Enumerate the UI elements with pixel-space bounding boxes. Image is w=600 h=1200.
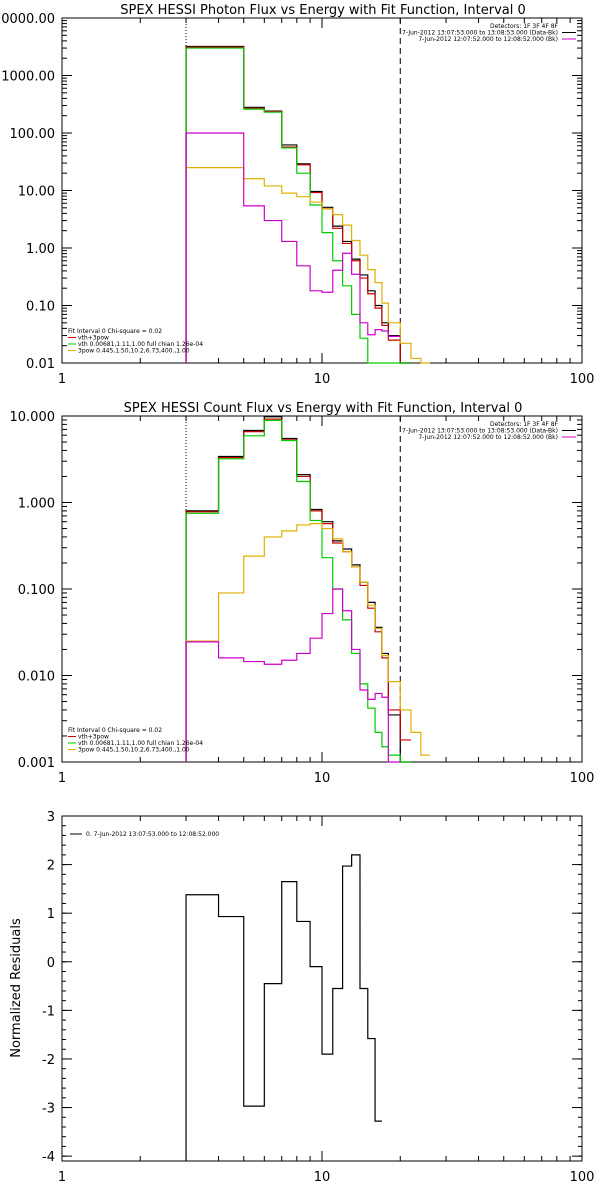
- photon-flux-reference-lines: [185, 18, 401, 363]
- photon-flux-legend-entry: 3pow 0.445,1.50,10.2,6.73,400.,1.00: [78, 348, 190, 355]
- count-flux-legend-entry: Detectors: 1F 3F 4F 8F: [490, 421, 559, 428]
- count-flux-y-tick-label: 1.000: [18, 497, 55, 512]
- count-flux-series-3pow: [185, 523, 430, 762]
- count-flux-frame: [61, 415, 583, 763]
- photon-flux-series-vth: [185, 47, 412, 364]
- photon-flux-series-vth-3pow: [185, 46, 412, 364]
- photon-flux-legend-entry: Detectors: 1F 3F 4F 8F: [490, 23, 559, 30]
- photon-flux-legend-entry: vth 0.00681,1.11,1.00 full chian 1.26e-0…: [78, 341, 203, 348]
- photon-flux-legend: Detectors: 1F 3F 4F 8F7-Jun-2012 13:07:5…: [68, 23, 576, 355]
- count-flux-legend: Detectors: 1F 3F 4F 8F7-Jun-2012 13:07:5…: [68, 421, 576, 754]
- photon-flux-series-bk: [185, 132, 401, 363]
- photon-flux-y-tick-label: 1000.00: [1, 70, 55, 85]
- photon-flux-series: [185, 45, 430, 364]
- photon-flux-x-tick-label: 1: [58, 372, 66, 387]
- count-flux-axes: 1 10 100 0.001 0.010 0.100 1.000 10.000: [10, 410, 595, 786]
- residuals-y-tick-label: -1: [42, 1004, 55, 1019]
- photon-flux-legend-entry: 7-Jun-2012 13:07:53.000 to 13:08:53.000 …: [402, 30, 558, 37]
- residuals-legend: 0. 7-Jun-2012 13:07:53.000 to 12:08:52.0…: [70, 831, 219, 838]
- count-flux-x-tick-label: 10: [314, 771, 331, 786]
- photon-flux-y-tick-label: 10000.00: [0, 12, 55, 27]
- residuals-y-axis-label: Normalized Residuals: [9, 918, 24, 1058]
- count-flux-legend-entry: 7-Jun-2012 13:07:53.000 to 13:08:53.000 …: [402, 428, 558, 435]
- residuals-x-tick-label: 1: [58, 1170, 66, 1185]
- photon-flux-title: SPEX HESSI Photon Flux vs Energy with Fi…: [120, 3, 526, 18]
- residuals-y-tick-label: -2: [42, 1053, 55, 1068]
- residuals-y-tick-label: -4: [42, 1150, 55, 1165]
- photon-flux-y-tick-label: 1.00: [26, 242, 55, 257]
- count-flux-y-tick-label: 10.000: [10, 410, 56, 425]
- count-flux-legend-entry: 7-Jun-2012 12:07:52.000 to 12:08:52.000 …: [418, 434, 558, 441]
- count-flux-series-vth: [185, 419, 412, 763]
- photon-flux-frame: [61, 17, 583, 364]
- count-flux-legend-entry: Fit Interval 0 Chi-square = 0.02: [68, 727, 162, 734]
- count-flux-y-tick-label: 0.010: [18, 670, 55, 685]
- residuals-y-tick-label: 3: [47, 810, 55, 825]
- residuals-legend-entry: 0. 7-Jun-2012 13:07:53.000 to 12:08:52.0…: [86, 831, 219, 838]
- photon-flux-y-tick-label: 0.01: [26, 357, 55, 372]
- count-flux-x-tick-label: 100: [570, 771, 595, 786]
- photon-flux-axes: 1 10 100 0.01 0.10 1.00 10.00 100.00 1000.00 1000…: [0, 12, 594, 387]
- photon-flux-y-tick-label: 100.00: [10, 127, 56, 142]
- photon-flux-legend-entry: 7-Jun-2012 12:07:52.000 to 12:08:52.000 …: [418, 36, 558, 43]
- count-flux-title: SPEX HESSI Count Flux vs Energy with Fit…: [124, 401, 523, 416]
- residuals-panel: Normalized Residuals 1 10 1003210-1-2-3-4 …: [9, 810, 594, 1185]
- photon-flux-legend-entry: Fit Interval 0 Chi-square = 0.02: [68, 328, 162, 335]
- residuals-series-series: [185, 854, 382, 1161]
- count-flux-y-tick-label: 0.001: [18, 756, 55, 771]
- count-flux-legend-entry: vth+3pow: [78, 734, 109, 741]
- residuals-y-tick-label: 2: [47, 859, 55, 874]
- residuals-series: [185, 854, 382, 1161]
- photon-flux-y-tick-label: 10.00: [18, 185, 55, 200]
- residuals-x-tick-label: 100: [570, 1170, 595, 1185]
- photon-flux-series-data-bk: [185, 45, 412, 364]
- count-flux-series: [185, 416, 430, 763]
- count-flux-series-data-bk: [185, 416, 412, 763]
- photon-flux-series-3pow: [185, 167, 430, 364]
- count-flux-series-bk: [185, 588, 401, 763]
- photon-flux-x-tick-label: 100: [570, 372, 595, 387]
- photon-flux-y-tick-label: 0.10: [26, 300, 55, 315]
- photon-flux-panel: SPEX HESSI Photon Flux vs Energy with Fi…: [0, 3, 594, 387]
- count-flux-x-tick-label: 1: [58, 771, 66, 786]
- photon-flux-legend-entry: vth+3pow: [78, 335, 109, 342]
- count-flux-legend-entry: 3pow 0.445,1.50,10.2,6.73,400.,1.00: [78, 747, 190, 754]
- residuals-y-tick-label: 1: [47, 907, 55, 922]
- residuals-y-tick-label: -3: [42, 1102, 55, 1117]
- count-flux-panel: SPEX HESSI Count Flux vs Energy with Fit…: [10, 401, 595, 786]
- count-flux-legend-entry: vth 0.00681,1.11,1.00 full chian 1.26e-0…: [78, 740, 203, 747]
- count-flux-series-vth-3pow: [185, 418, 412, 762]
- photon-flux-x-tick-label: 10: [314, 372, 331, 387]
- residuals-y-tick-label: 0: [47, 956, 55, 971]
- residuals-x-tick-label: 10: [314, 1170, 331, 1185]
- count-flux-y-tick-label: 0.100: [18, 583, 55, 598]
